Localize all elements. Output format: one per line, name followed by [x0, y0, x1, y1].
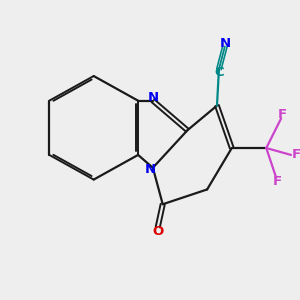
Text: N: N	[147, 91, 158, 103]
Text: F: F	[273, 175, 282, 188]
Text: C: C	[214, 66, 224, 79]
Text: N: N	[219, 37, 230, 50]
Text: F: F	[278, 108, 287, 122]
Text: F: F	[292, 148, 300, 161]
Text: O: O	[152, 225, 164, 238]
Text: N: N	[144, 163, 155, 176]
